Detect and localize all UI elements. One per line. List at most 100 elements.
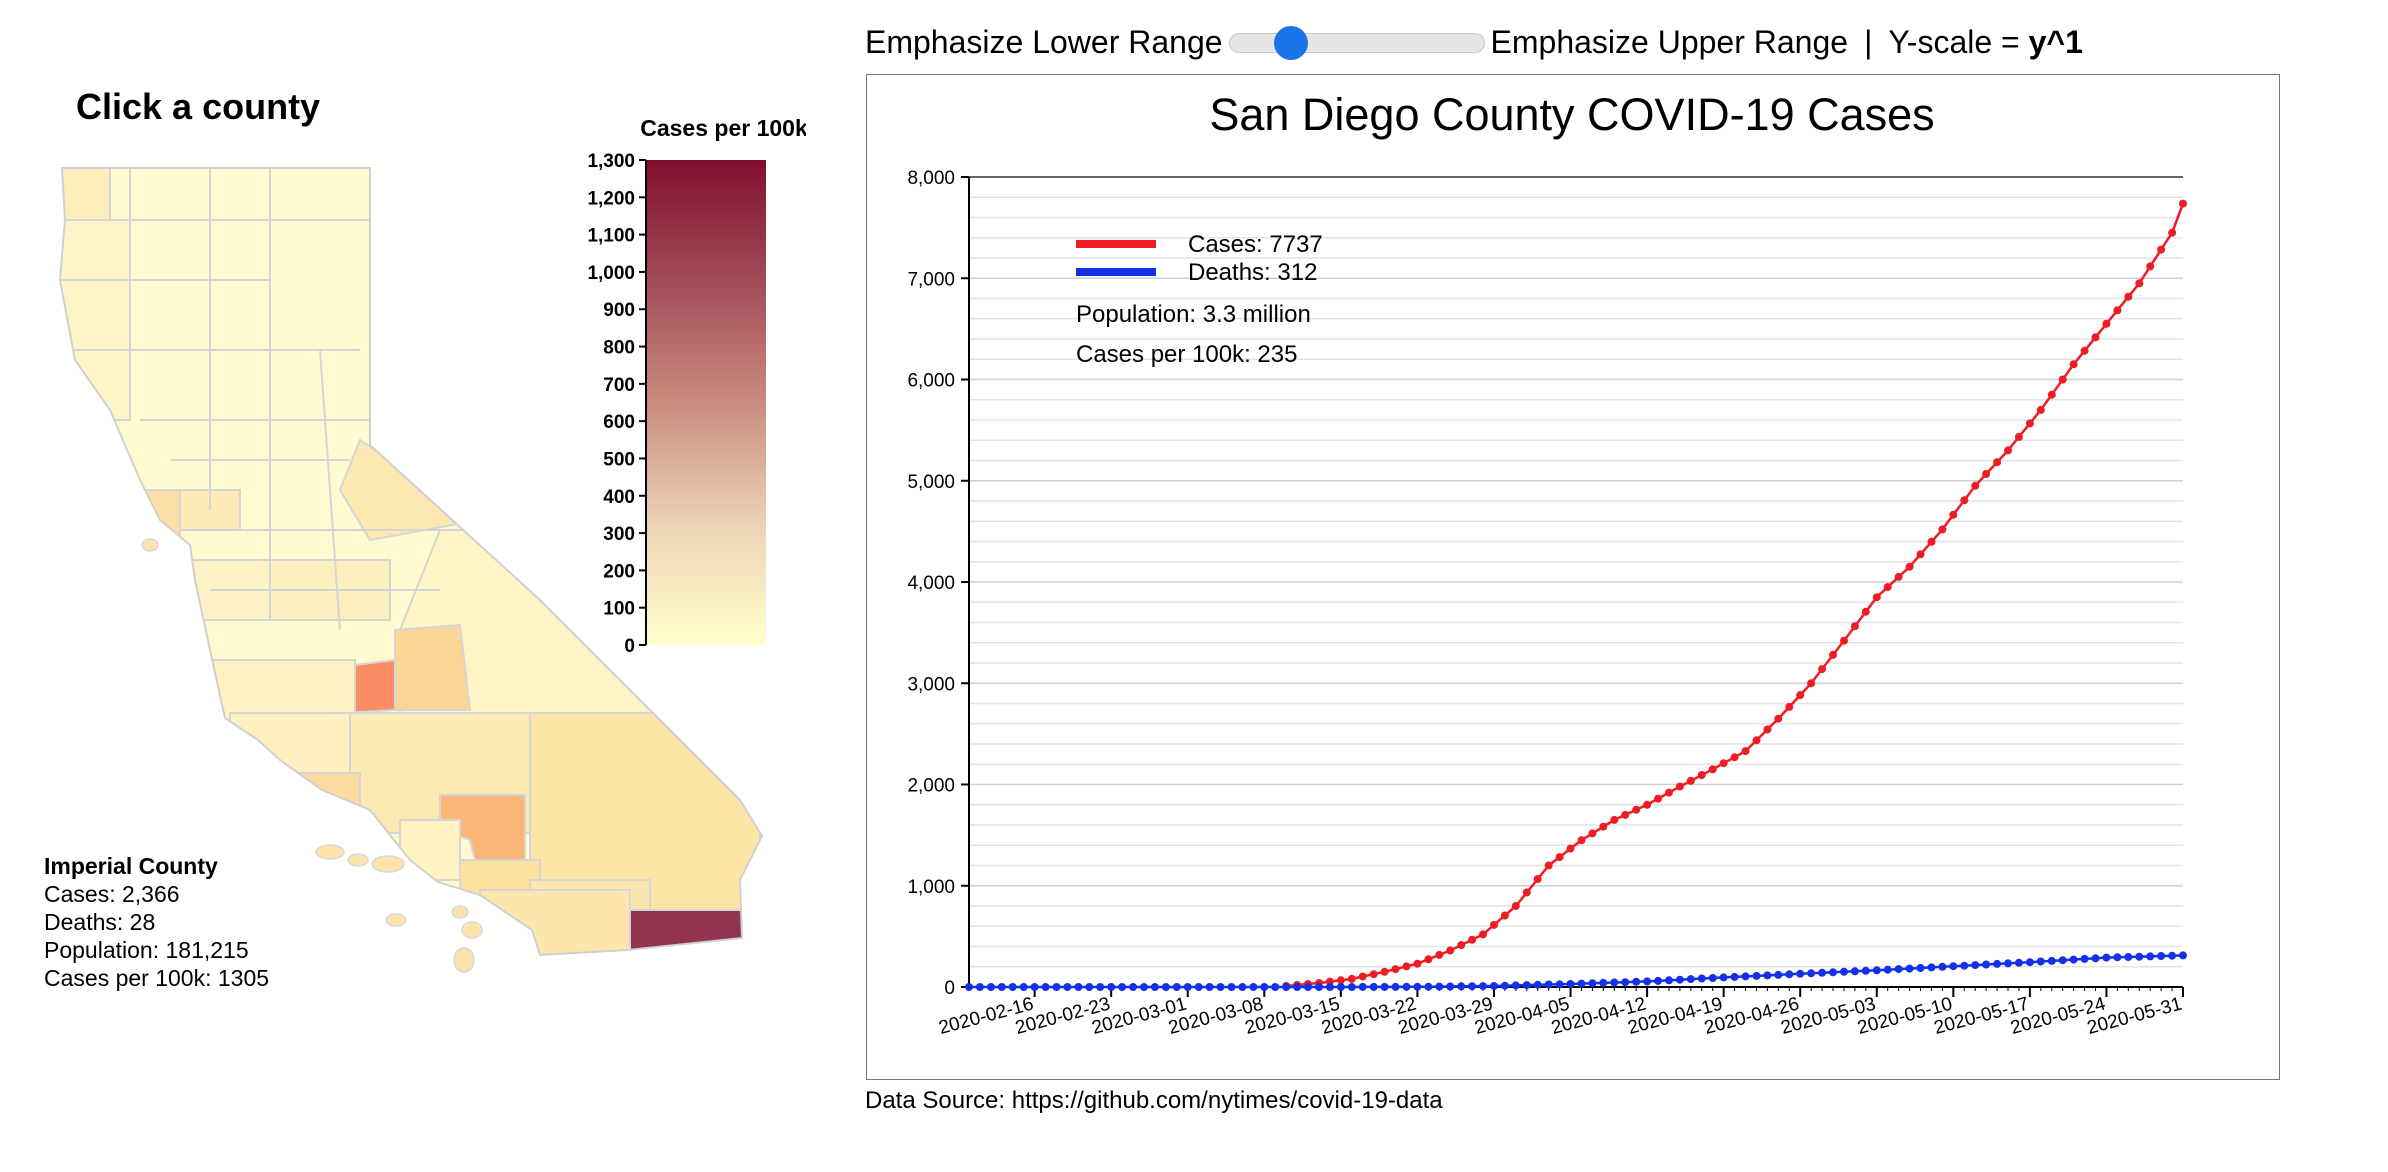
deaths-point	[1861, 966, 1870, 975]
deaths-point	[1960, 961, 1969, 970]
cases-point	[1927, 537, 1936, 546]
cases-point	[2124, 292, 2133, 301]
cases-point	[1938, 525, 1947, 534]
cases-point	[1916, 550, 1925, 559]
legend-tick-label: 1,200	[587, 188, 635, 209]
deaths-point	[1632, 977, 1641, 986]
legend-tick-label: 300	[603, 524, 635, 545]
island-shape	[461, 921, 483, 939]
deaths-point	[2146, 952, 2155, 961]
y-scale-slider[interactable]	[1228, 31, 1485, 54]
cases-point	[1457, 941, 1466, 950]
deaths-point	[2014, 958, 2023, 967]
deaths-point	[1807, 969, 1816, 978]
legend-tick-label: 100	[603, 599, 635, 620]
deaths-point	[1358, 982, 1367, 991]
deaths-point	[1041, 983, 1050, 991]
deaths-point	[2004, 959, 2012, 968]
cases-point	[2157, 245, 2166, 254]
legend-population: Population: 3.3 million	[1076, 301, 1311, 328]
deaths-point	[1818, 968, 1827, 977]
map-title: Click a county	[76, 86, 321, 127]
chart-legend: Cases: 7737 Deaths: 312 Population: 3.3 …	[1076, 231, 1323, 368]
cases-point	[1643, 800, 1652, 809]
cases-point	[1446, 946, 1455, 955]
deaths-point	[1599, 978, 1608, 987]
cases-point	[1829, 650, 1837, 659]
deaths-point	[1971, 961, 1980, 970]
deaths-point	[1774, 970, 1783, 979]
data-source: Data Source: https://github.com/nytimes/…	[865, 1087, 1443, 1114]
cases-point	[2004, 446, 2012, 455]
county-region[interactable]	[40, 219, 131, 421]
deaths-point	[1927, 963, 1936, 972]
legend-tick-label: 800	[603, 338, 635, 359]
county-info-panel: Imperial County Cases: 2,366 Deaths: 28 …	[44, 852, 269, 992]
deaths-point	[1435, 982, 1444, 991]
series-layer	[965, 199, 2187, 991]
deaths-point	[1993, 959, 2002, 968]
deaths-point	[1555, 980, 1564, 989]
deaths-point	[1336, 983, 1345, 991]
deaths-point	[1490, 982, 1498, 990]
deaths-point	[965, 983, 973, 991]
cases-point	[1697, 771, 1706, 779]
legend-tick-label: 0	[624, 636, 635, 657]
cases-point	[2047, 390, 2056, 399]
legend-gradient-bar	[646, 160, 766, 645]
deaths-point	[1424, 982, 1433, 991]
deaths-point	[1096, 983, 1105, 991]
cases-point	[1555, 853, 1564, 862]
deaths-point	[1894, 965, 1903, 974]
imperial-county-region[interactable]	[629, 909, 780, 990]
county-cases: Cases: 2,366	[44, 881, 180, 907]
y-tick-label: 5,000	[907, 472, 955, 493]
san-diego-county-region[interactable]	[479, 889, 631, 960]
county-region[interactable]	[394, 623, 472, 711]
cases-point	[1479, 930, 1487, 939]
cases-point	[1358, 972, 1367, 981]
county-region[interactable]	[399, 819, 461, 881]
deaths-point	[2102, 953, 2111, 962]
deaths-point	[2091, 954, 2100, 963]
cases-point	[1511, 902, 1520, 910]
deaths-point	[1730, 972, 1739, 981]
cases-point	[1872, 593, 1881, 602]
deaths-point	[2047, 956, 2056, 965]
deaths-point	[1172, 983, 1181, 991]
deaths-point	[1643, 977, 1652, 986]
cases-point	[2091, 333, 2100, 342]
island-shape	[141, 538, 159, 552]
county-per100k: Cases per 100k: 1305	[44, 965, 270, 991]
grid-lines	[969, 176, 2183, 988]
deaths-point	[1665, 976, 1673, 985]
deaths-point	[2135, 952, 2144, 961]
cases-point	[1818, 665, 1827, 674]
deaths-point	[1938, 962, 1947, 971]
deaths-point	[1347, 983, 1356, 991]
deaths-point	[1686, 975, 1695, 984]
cases-point	[1435, 950, 1444, 959]
deaths-point	[1500, 981, 1509, 990]
deaths-point	[1063, 983, 1072, 991]
deaths-point	[1533, 980, 1542, 989]
deaths-point	[1697, 974, 1706, 983]
cases-point	[1840, 636, 1848, 645]
scale-controls: Emphasize Lower Range Emphasize Upper Ra…	[865, 24, 2083, 61]
legend-axis: 0 100 200 300 400 500 600 700 800 900 1,000 1,100 1,…	[587, 151, 646, 657]
county-deaths: Deaths: 28	[44, 909, 156, 935]
cases-point	[2179, 199, 2187, 208]
deaths-line	[969, 954, 2184, 989]
line-chart: San Diego County COVID-19 Cases 0 1,000 2,…	[907, 89, 2187, 1039]
county-region[interactable]	[279, 772, 361, 819]
cases-point	[1774, 714, 1783, 723]
deaths-point	[1304, 983, 1312, 991]
deaths-point	[1675, 975, 1684, 984]
deaths-point	[1544, 980, 1553, 989]
cases-point	[1500, 911, 1509, 920]
deaths-point	[1260, 983, 1269, 991]
deaths-point	[1402, 982, 1411, 991]
cases-point	[1949, 510, 1958, 519]
island-shape	[371, 855, 405, 873]
deaths-point	[1227, 983, 1236, 991]
